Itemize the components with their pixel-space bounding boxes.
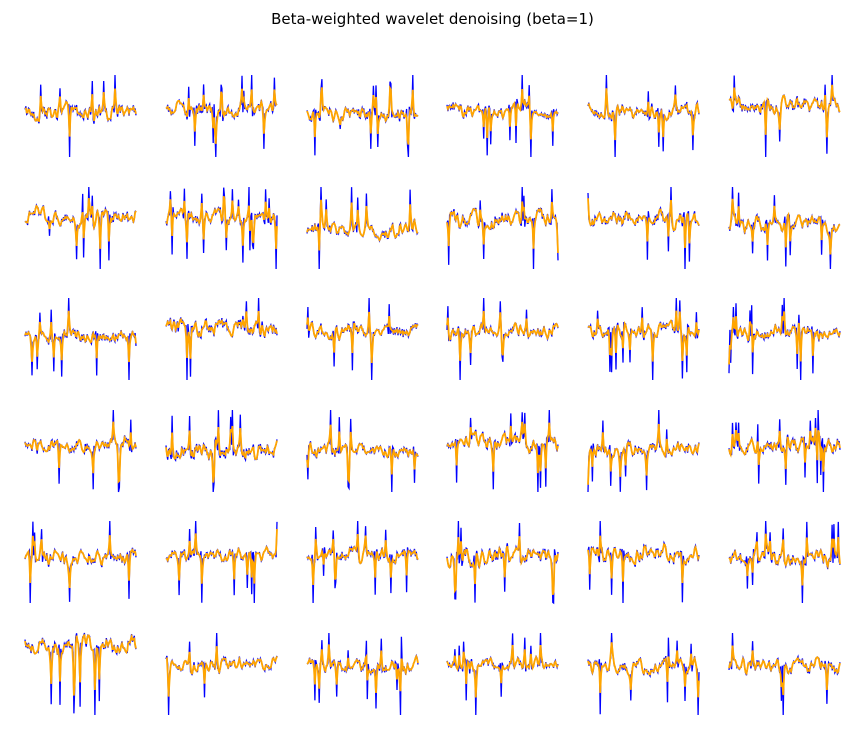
- original-signal-line: [728, 74, 841, 158]
- subplot-panel-12: [728, 186, 841, 270]
- original-signal-line: [165, 186, 278, 270]
- denoised-signal-line: [306, 534, 419, 585]
- denoised-signal-line: [165, 88, 278, 144]
- subplot-panel-13: [24, 297, 137, 381]
- subplot-panel-8: [165, 186, 278, 270]
- original-signal-line: [24, 74, 137, 158]
- original-signal-line: [165, 74, 278, 158]
- subplot-panel-34: [446, 632, 559, 716]
- denoised-signal-line: [306, 311, 419, 363]
- subplot-panel-28: [446, 520, 559, 605]
- denoised-signal-line: [446, 89, 559, 140]
- denoised-signal-line: [165, 425, 278, 483]
- subplot-panel-4: [446, 74, 559, 158]
- subplot-panel-16: [446, 297, 559, 381]
- original-signal-line: [165, 297, 278, 381]
- denoised-signal-line: [446, 201, 559, 254]
- original-signal-line: [446, 186, 559, 270]
- subplot-panel-21: [306, 409, 419, 493]
- denoised-signal-line: [587, 535, 700, 583]
- subplot-panel-30: [728, 520, 841, 604]
- denoised-signal-line: [24, 633, 137, 696]
- subplot-panel-27: [306, 520, 419, 604]
- subplot-panel-23: [587, 409, 700, 493]
- denoised-signal-line: [24, 421, 137, 484]
- subplot-panel-20: [165, 409, 278, 493]
- denoised-signal-line: [306, 644, 419, 694]
- subplot-panel-33: [306, 632, 419, 716]
- subplot-panel-26: [165, 520, 278, 604]
- original-signal-line: [306, 74, 419, 158]
- original-signal-line: [165, 632, 278, 716]
- denoised-signal-line: [446, 644, 559, 698]
- denoised-signal-line: [306, 84, 419, 145]
- original-signal-line: [587, 186, 700, 270]
- denoised-signal-line: [728, 533, 841, 586]
- original-signal-line: [165, 520, 278, 604]
- subplot-panel-2: [165, 74, 278, 158]
- denoised-signal-line: [587, 198, 700, 249]
- denoised-signal-line: [165, 528, 278, 584]
- subplot-panel-32: [165, 632, 278, 716]
- subplot-panel-7: [24, 186, 137, 270]
- subplot-panel-6: [728, 74, 841, 158]
- denoised-signal-line: [446, 421, 559, 474]
- denoised-signal-line: [24, 535, 137, 588]
- denoised-signal-line: [446, 311, 559, 361]
- denoised-signal-line: [24, 310, 137, 363]
- subplot-panel-3: [306, 74, 419, 158]
- denoised-signal-line: [587, 88, 700, 141]
- denoised-signal-line: [587, 310, 700, 362]
- figure-title: Beta-weighted wavelet denoising (beta=1): [271, 10, 594, 28]
- denoised-signal-line: [165, 195, 278, 249]
- denoised-signal-line: [24, 88, 137, 137]
- original-signal-line: [24, 186, 137, 270]
- subplot-panel-29: [587, 520, 700, 604]
- subplot-panel-9: [306, 186, 419, 270]
- denoised-signal-line: [728, 645, 841, 696]
- subplot-panel-18: [728, 297, 841, 381]
- subplot-panel-15: [306, 297, 419, 381]
- subplot-panel-22: [446, 409, 559, 493]
- subplot-panel-11: [587, 186, 700, 270]
- subplot-panel-35: [587, 632, 700, 716]
- denoised-signal-line: [587, 642, 700, 698]
- subplot-panel-10: [446, 186, 559, 270]
- subplot-panel-31: [24, 632, 137, 716]
- original-signal-line: [306, 297, 419, 381]
- original-signal-line: [24, 520, 137, 604]
- denoised-signal-line: [24, 198, 137, 249]
- subplot-panel-17: [587, 297, 700, 381]
- subplot-panel-14: [165, 297, 278, 381]
- original-signal-line: [728, 297, 841, 381]
- denoised-signal-line: [728, 84, 841, 138]
- denoised-signal-line: [587, 423, 700, 485]
- denoised-signal-line: [306, 199, 419, 251]
- subplot-panel-25: [24, 520, 137, 604]
- denoised-signal-line: [165, 310, 278, 359]
- subplot-panel-19: [24, 409, 137, 493]
- subplot-panel-1: [24, 74, 137, 158]
- denoised-signal-line: [306, 424, 419, 485]
- denoised-signal-line: [728, 311, 841, 365]
- denoised-signal-line: [165, 646, 278, 697]
- subplot-panel-36: [728, 632, 841, 716]
- denoised-signal-line: [728, 198, 841, 255]
- original-signal-line: [587, 297, 700, 381]
- subplot-panel-24: [728, 409, 841, 493]
- denoised-signal-line: [446, 536, 559, 596]
- denoised-signal-line: [728, 427, 841, 472]
- original-signal-line: [446, 297, 559, 381]
- subplot-panel-5: [587, 74, 700, 158]
- original-signal-line: [446, 520, 559, 605]
